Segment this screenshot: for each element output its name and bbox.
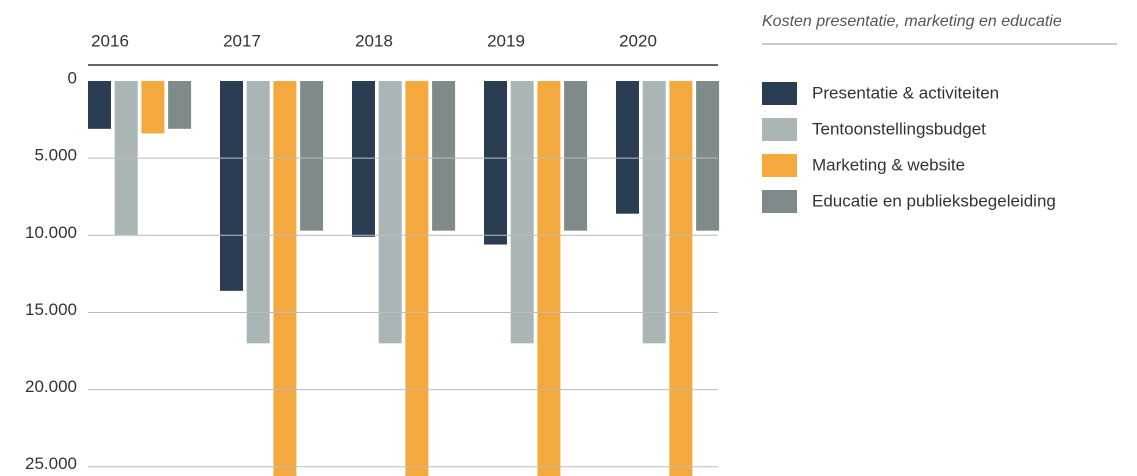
bar <box>378 81 402 344</box>
bar <box>405 81 429 476</box>
bars <box>88 81 720 476</box>
legend-title: Kosten presentatie, marketing en educati… <box>762 13 1062 30</box>
bar <box>537 81 561 476</box>
y-tick-label: 0 <box>68 68 77 87</box>
y-tick-label: 5.000 <box>34 146 77 165</box>
bar <box>246 81 270 344</box>
legend-label: Tentoonstellingsbudget <box>812 119 986 138</box>
bar <box>352 81 375 237</box>
legend-swatch <box>762 118 797 141</box>
legend-label: Educatie en publieksbegeleiding <box>812 191 1056 210</box>
y-tick-label: 25.000 <box>25 454 77 473</box>
bar <box>696 81 720 231</box>
bar <box>616 81 639 214</box>
y-tick-label: 15.000 <box>25 300 77 319</box>
bar <box>669 81 693 476</box>
bar <box>88 81 111 129</box>
legend-label: Marketing & website <box>812 155 965 174</box>
x-tick-label: 2017 <box>223 31 261 50</box>
y-tick-label: 20.000 <box>25 377 77 396</box>
x-tick-label: 2019 <box>487 31 525 50</box>
bar <box>273 81 297 476</box>
bar <box>642 81 666 344</box>
x-tick-label: 2016 <box>91 31 129 50</box>
y-tick-label: 10.000 <box>25 223 77 242</box>
legend-swatch <box>762 190 797 213</box>
legend-label: Presentatie & activiteiten <box>812 83 999 102</box>
bar <box>484 81 507 245</box>
bar <box>220 81 243 291</box>
legend-swatch <box>762 82 797 105</box>
bar <box>141 81 165 134</box>
x-tick-label: 2020 <box>619 31 657 50</box>
x-tick-label: 2018 <box>355 31 393 50</box>
bar <box>432 81 456 231</box>
bar <box>300 81 324 231</box>
bar <box>168 81 192 129</box>
bar <box>510 81 534 344</box>
legend-swatch <box>762 154 797 177</box>
bar <box>564 81 588 231</box>
